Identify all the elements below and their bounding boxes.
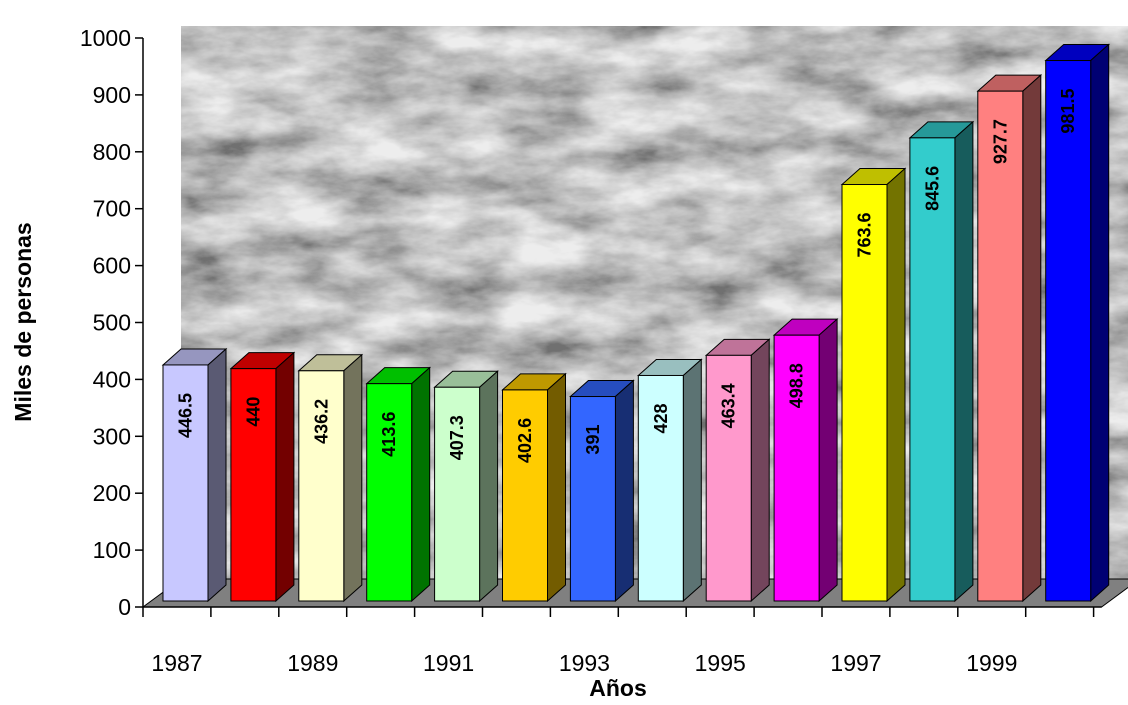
bar-front: [1045, 60, 1092, 602]
y-tick-label: 400: [93, 366, 131, 392]
bar-front: [162, 364, 209, 602]
data-label: 463.4: [719, 383, 739, 428]
data-label: 498.8: [787, 363, 807, 408]
bar-side: [750, 338, 770, 603]
bar-front: [569, 396, 616, 602]
y-tick-label: 300: [93, 423, 131, 449]
data-label: 391: [583, 425, 603, 455]
bar-side: [411, 366, 431, 603]
bar: [908, 120, 975, 603]
bar: [501, 372, 567, 603]
bars: [161, 43, 1111, 603]
bar: [229, 351, 296, 603]
bar: [161, 347, 228, 603]
bar-side: [682, 358, 702, 603]
bar-side: [275, 351, 295, 603]
y-tick-label: 900: [93, 82, 131, 108]
bar-front: [298, 370, 345, 602]
y-tick-label: 200: [93, 480, 131, 506]
bar: [433, 370, 499, 603]
bar-side: [818, 318, 838, 603]
bar-side: [207, 347, 227, 603]
data-label: 981.5: [1058, 89, 1078, 134]
bar-side: [343, 353, 363, 603]
data-label: 927.7: [990, 119, 1010, 164]
bar-front: [230, 368, 277, 602]
bar: [704, 338, 771, 603]
x-tick-label: 1993: [559, 650, 610, 676]
bar: [365, 366, 432, 603]
y-tick-label: 600: [93, 253, 131, 279]
bar-front: [841, 184, 888, 602]
data-label: 407.3: [447, 415, 467, 460]
y-tick-label: 700: [93, 196, 131, 222]
bar: [1044, 43, 1111, 603]
data-label: 428: [651, 403, 671, 433]
x-tick-label: 1997: [830, 650, 881, 676]
bar-front: [434, 386, 481, 602]
y-axis-ticks: 0 100 200 300 400 500 600 700 800 900 1000: [80, 25, 143, 620]
y-tick-label: 800: [93, 139, 131, 165]
bar-front: [977, 90, 1024, 602]
x-tick-label: 1999: [966, 650, 1017, 676]
data-label: 763.6: [855, 213, 875, 258]
bar-front: [502, 389, 548, 602]
bar: [569, 379, 635, 603]
y-tick-label: 100: [93, 537, 131, 563]
y-tick-label: 1000: [80, 25, 131, 51]
data-labels: 446.5 440 436.2 413.6 407.3 402.6 391 428 463.4 4…: [176, 89, 1079, 463]
bar: [840, 167, 907, 603]
bar-side: [1090, 43, 1110, 603]
bar-side: [479, 370, 499, 603]
x-tick-label: 1989: [287, 650, 338, 676]
bar-side: [614, 379, 634, 603]
bar: [976, 74, 1043, 603]
data-label: 446.5: [176, 393, 196, 438]
x-tick-label: 1995: [695, 650, 746, 676]
bar-front: [909, 137, 956, 602]
bar: [772, 318, 839, 603]
y-tick-label: 0: [118, 594, 131, 620]
data-label: 845.6: [922, 166, 942, 211]
data-label: 440: [243, 397, 263, 427]
bar-side: [1022, 74, 1042, 603]
bar-front: [773, 334, 820, 602]
bar: [297, 353, 364, 603]
bar: [636, 358, 703, 603]
data-label: 413.6: [379, 412, 399, 457]
x-axis-title: Años: [589, 675, 647, 701]
bar-side: [886, 167, 906, 603]
data-label: 402.6: [515, 418, 535, 463]
bar-side: [547, 372, 566, 603]
bar-front: [366, 383, 413, 602]
y-axis-title: Miles de personas: [10, 222, 36, 421]
x-tick-label: 1987: [151, 650, 202, 676]
bar-front: [637, 374, 684, 602]
bar-front: [705, 354, 752, 602]
x-tick-label: 1991: [423, 650, 474, 676]
data-label: 436.2: [311, 399, 331, 444]
bar-side: [954, 120, 974, 603]
x-axis-ticks: 1987 1989 1991 1993 1995 1997 1999: [142, 607, 1095, 676]
y-tick-label: 500: [93, 310, 131, 336]
